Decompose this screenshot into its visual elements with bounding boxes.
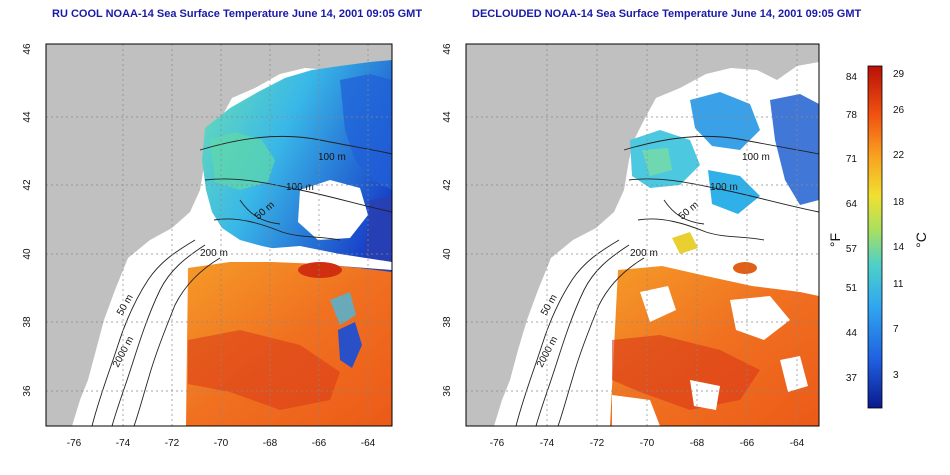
x-tick-label: -76: [67, 438, 82, 449]
celsius-unit-label: °C: [913, 232, 929, 248]
x-tick-label: -70: [214, 438, 229, 449]
y-tick-label: 40: [442, 248, 453, 260]
contour-label: 100 m: [710, 182, 738, 193]
y-tick-label: 46: [442, 43, 453, 55]
c-tick-label: 3: [893, 370, 899, 381]
contour-label: 200 m: [630, 248, 658, 259]
contour-label: 200 m: [200, 248, 228, 259]
x-axis-ticks: -76 -74 -72 -70 -68 -66 -64: [67, 438, 376, 449]
map-frame: [45, 43, 393, 427]
x-tick-label: -64: [790, 438, 805, 449]
map-grid: [466, 44, 819, 426]
y-tick-label: 40: [22, 248, 33, 260]
c-tick-label: 7: [893, 324, 899, 335]
c-tick-label: 26: [893, 105, 905, 116]
f-tick-label: 37: [846, 373, 858, 384]
x-tick-label: -74: [116, 438, 131, 449]
x-axis-ticks: -76 -74 -72 -70 -68 -66 -64: [490, 438, 805, 449]
left-map-panel: 100 m 100 m 50 m 200 m 50 m 2000 m -76 -…: [22, 43, 393, 449]
c-tick-label: 14: [893, 242, 905, 253]
colorbar-scale: [867, 65, 883, 409]
contour-label: 100 m: [318, 152, 346, 163]
x-tick-label: -66: [740, 438, 755, 449]
y-tick-label: 44: [22, 111, 33, 123]
y-tick-label: 38: [442, 316, 453, 328]
y-tick-label: 42: [442, 179, 453, 191]
x-tick-label: -68: [263, 438, 278, 449]
c-tick-label: 29: [893, 69, 905, 80]
land-mass: [46, 44, 392, 426]
x-tick-label: -74: [540, 438, 555, 449]
x-tick-label: -76: [490, 438, 505, 449]
f-tick-label: 78: [846, 110, 858, 121]
bathymetry-contours: [91, 135, 392, 426]
c-tick-label: 22: [893, 150, 905, 161]
map-frame: [465, 43, 820, 427]
c-tick-label: 11: [893, 279, 904, 290]
f-tick-label: 71: [846, 154, 858, 165]
land-mass: [466, 44, 819, 426]
fahrenheit-unit-label: °F: [827, 233, 843, 247]
y-axis-ticks: 46 44 42 40 38 36: [22, 43, 33, 397]
x-tick-label: -68: [690, 438, 705, 449]
right-panel-title: DECLOUDED NOAA-14 Sea Surface Temperatur…: [472, 8, 862, 20]
map-grid: [46, 44, 392, 426]
y-tick-label: 46: [22, 43, 33, 55]
f-tick-label: 84: [846, 72, 858, 83]
x-tick-label: -70: [640, 438, 655, 449]
bathymetry-contours: [515, 135, 819, 426]
temperature-colorbar: 84 78 71 64 57 51 44 37 29 26 22 18 14 1…: [827, 65, 929, 409]
y-tick-label: 42: [22, 179, 33, 191]
celsius-ticks: 29 26 22 18 14 11 7 3: [893, 69, 905, 381]
f-tick-label: 51: [846, 283, 858, 294]
x-tick-label: -66: [312, 438, 327, 449]
y-tick-label: 38: [22, 316, 33, 328]
contour-label: 100 m: [742, 152, 770, 163]
f-tick-label: 57: [846, 244, 858, 255]
x-tick-label: -72: [590, 438, 605, 449]
y-axis-ticks: 46 44 42 40 38 36: [442, 43, 453, 397]
x-tick-label: -72: [165, 438, 180, 449]
left-panel-title: RU COOL NOAA-14 Sea Surface Temperature …: [52, 8, 423, 20]
y-tick-label: 36: [22, 385, 33, 397]
contour-label: 100 m: [286, 182, 314, 193]
x-tick-label: -64: [361, 438, 376, 449]
y-tick-label: 36: [442, 385, 453, 397]
f-tick-label: 64: [846, 199, 858, 210]
right-map-panel: 100 m 100 m 50 m 200 m 50 m 2000 m -76 -…: [442, 43, 820, 449]
f-tick-label: 44: [846, 328, 858, 339]
fahrenheit-ticks: 84 78 71 64 57 51 44 37: [846, 72, 858, 384]
y-tick-label: 44: [442, 111, 453, 123]
c-tick-label: 18: [893, 197, 905, 208]
